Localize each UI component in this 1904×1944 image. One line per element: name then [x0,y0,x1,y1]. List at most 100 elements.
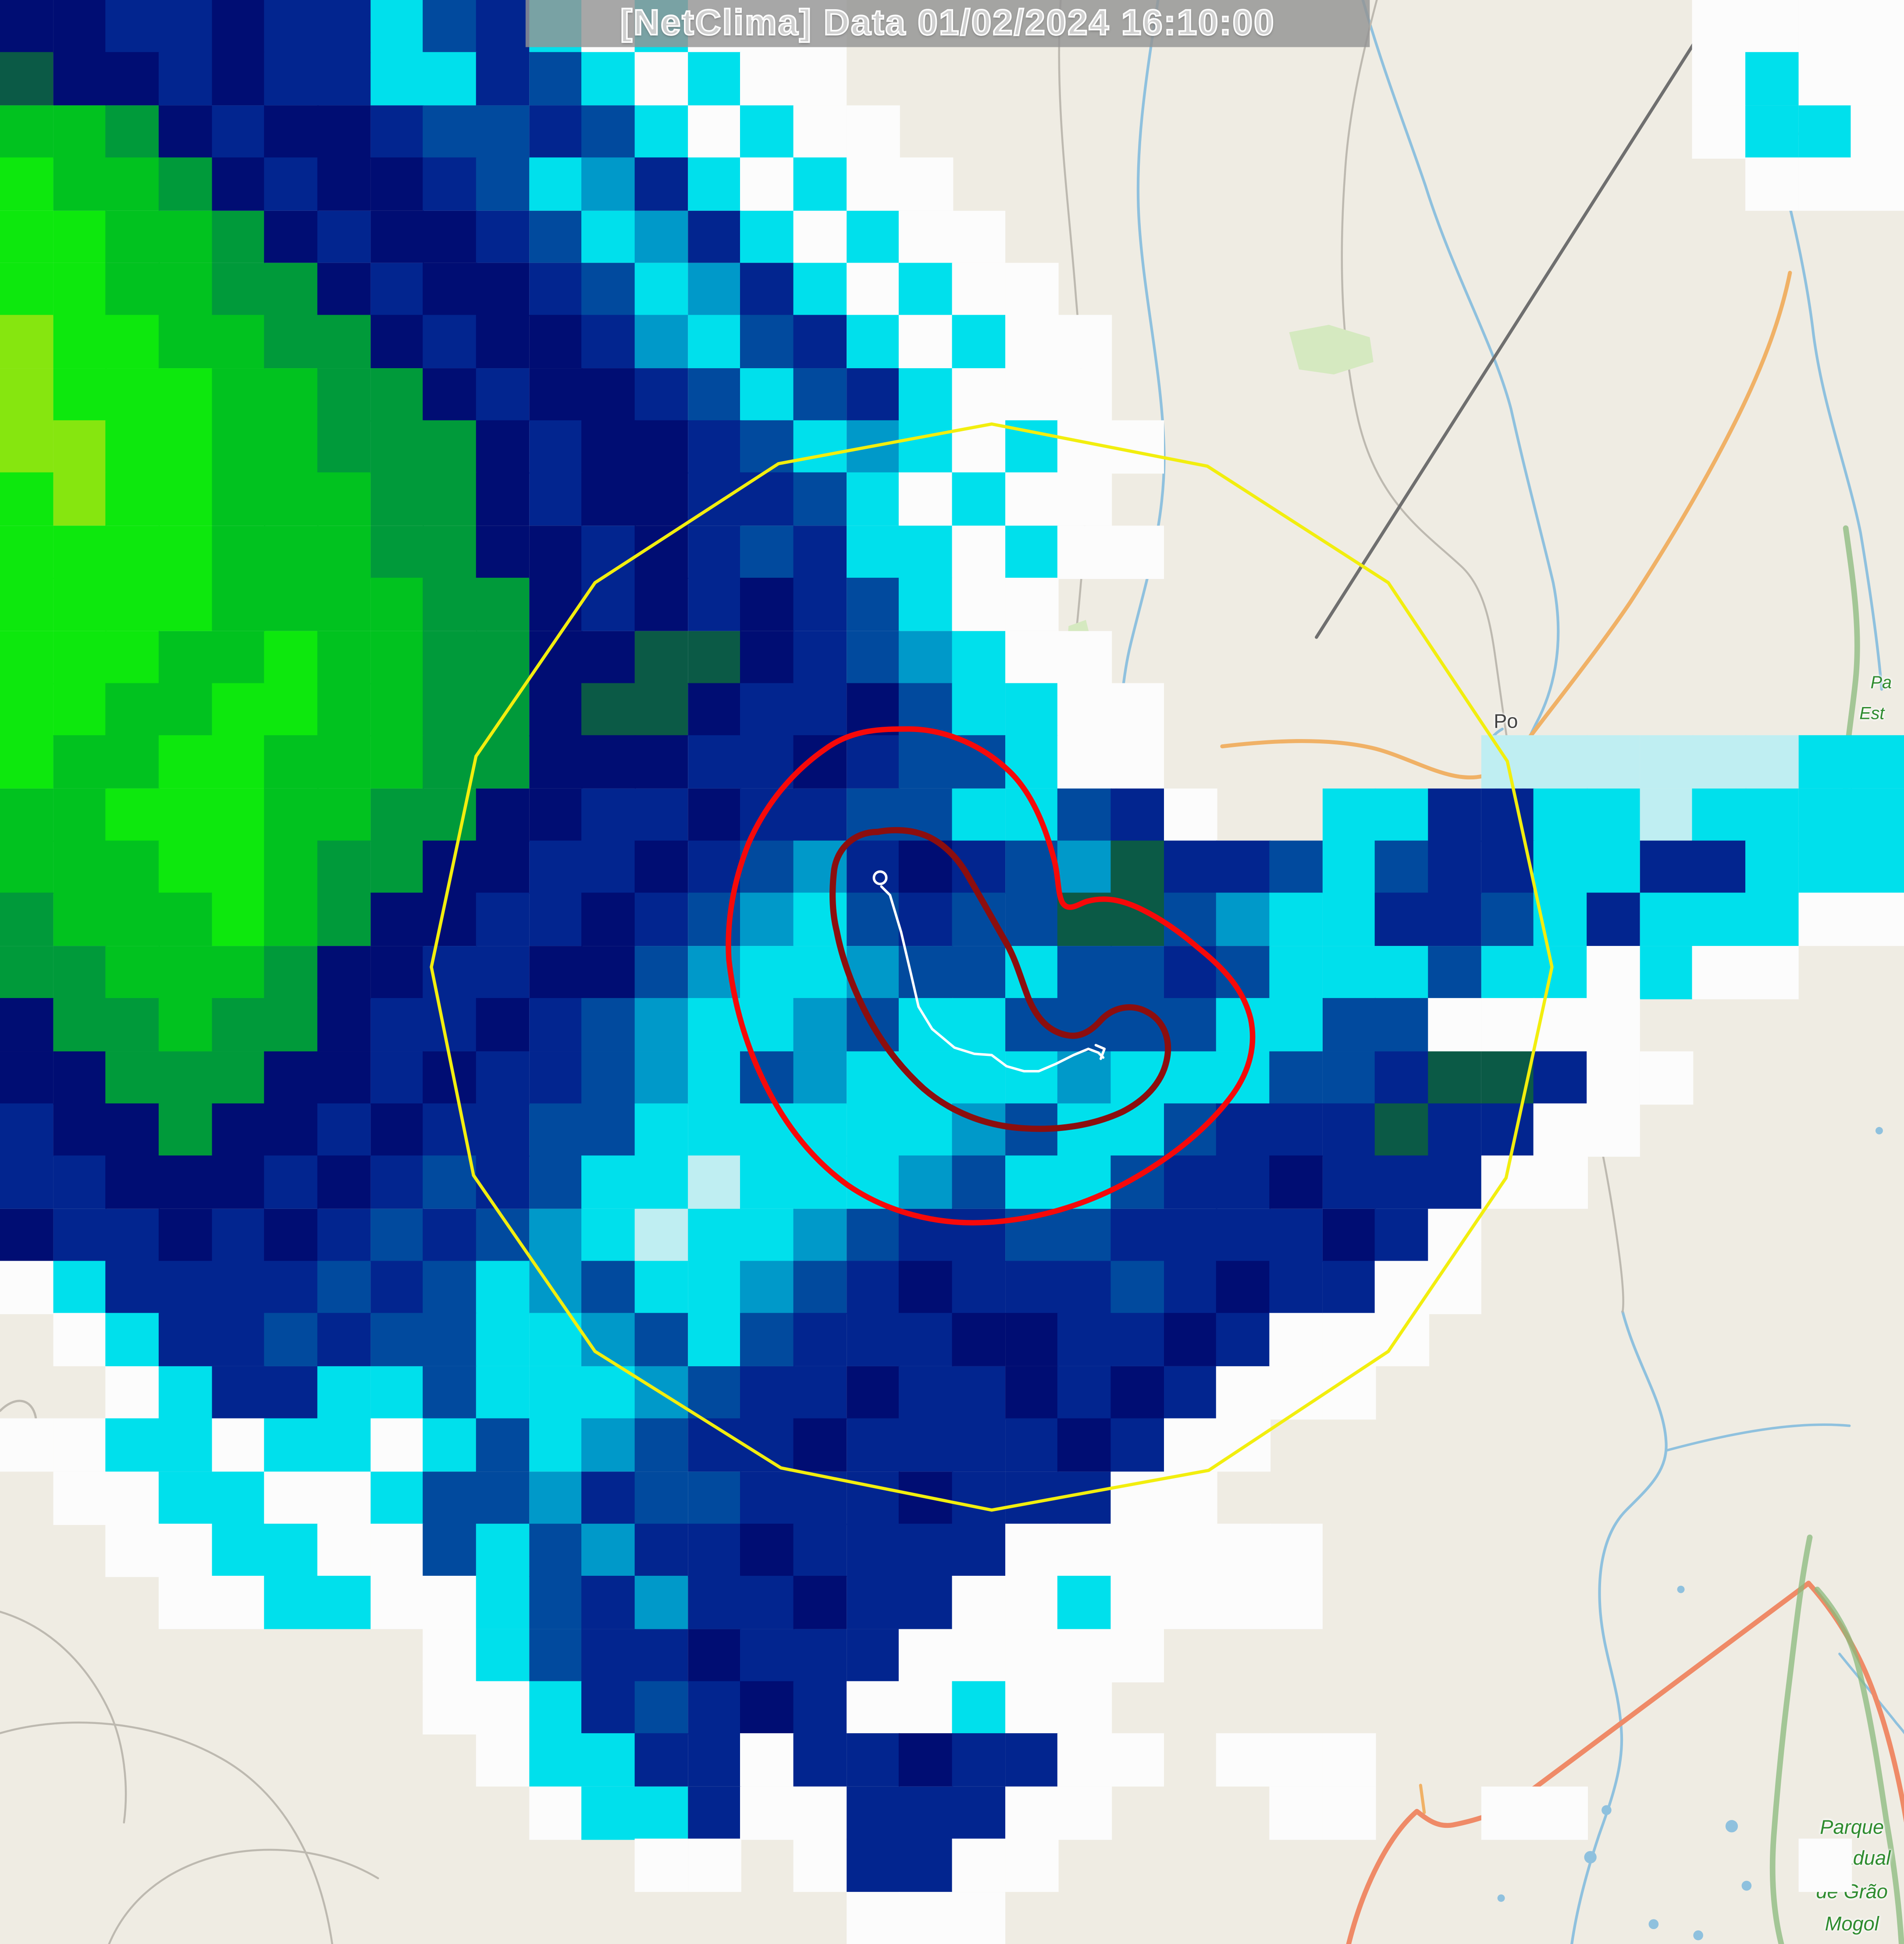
radar-cell [317,945,371,999]
radar-cell [476,1261,530,1315]
radar-cell [158,1261,213,1315]
radar-cell [317,1103,371,1157]
radar-cell [158,210,213,263]
radar-cell [1057,630,1112,684]
radar-cell [582,1366,636,1419]
radar-cell [370,157,424,211]
radar-cell [211,315,265,369]
radar-cell [211,52,265,106]
radar-cell [793,1471,847,1525]
radar-cell [1216,893,1271,947]
radar-cell [0,1155,54,1209]
radar-cell [158,105,213,159]
radar-cell [634,210,688,263]
radar-cell [740,52,794,106]
radar-cell [582,1418,636,1472]
radar-cell [158,52,213,106]
radar-cell [846,1051,900,1104]
radar-cell [1005,1681,1059,1735]
radar-cell [1005,998,1059,1052]
radar-cell [370,840,424,894]
radar-cell [740,1051,794,1104]
radar-cell [106,1208,160,1262]
radar-cell [1005,1313,1059,1367]
radar-cell [1692,893,1746,947]
radar-cell [1057,1155,1112,1209]
radar-cell [634,840,688,894]
radar-cell [211,893,265,947]
radar-cell [740,998,794,1052]
radar-cell [846,1313,900,1367]
radar-cell [582,893,636,947]
radar-cell [846,105,900,159]
radar-cell [0,525,54,579]
radar-cell [1428,840,1482,894]
radar-cell [1164,788,1217,842]
radar-cell [582,1313,636,1367]
radar-cell [158,578,213,632]
radar-cell [106,840,160,894]
radar-cell [1216,1313,1271,1367]
radar-cell [211,1366,265,1419]
radar-cell [634,105,688,159]
radar-cell [1851,52,1904,106]
radar-cell [1005,1051,1059,1104]
radar-cell [1057,840,1112,894]
radar-cell [582,736,636,789]
radar-cell [1587,998,1641,1052]
radar-cell [211,1471,265,1525]
radar-cell [1534,788,1587,842]
radar-cell [529,1103,583,1157]
radar-cell [1005,263,1059,316]
radar-cell [1428,1261,1482,1315]
radar-cell [423,893,477,947]
radar-cell [1057,1366,1112,1419]
radar-cell [476,0,530,53]
radar-cell [0,473,54,526]
radar-cell [634,1576,688,1630]
radar-cell [1110,1313,1164,1367]
radar-cell [158,263,213,316]
radar-cell [370,578,424,632]
radar-cell [687,315,741,369]
radar-cell [1005,945,1059,999]
radar-cell [1375,1051,1429,1104]
radar-cell [1375,1261,1429,1315]
radar-cell [317,1524,371,1577]
radar-cell [1110,1628,1164,1682]
radar-cell [1164,1155,1217,1209]
radar-cell [1110,1418,1164,1472]
radar-cell [158,945,213,999]
radar-cell [687,1208,741,1262]
radar-cell [264,945,318,999]
radar-cell [370,315,424,369]
radar-cell [740,788,794,842]
radar-cell [53,105,107,159]
radar-cell [1322,788,1376,842]
radar-cell [899,1471,953,1525]
radar-cell [529,52,583,106]
radar-cell [0,840,54,894]
radar-cell [53,998,107,1052]
radar-cell [1269,1366,1323,1419]
radar-cell [53,788,107,842]
radar-cell [1110,736,1164,789]
radar-cell [793,420,847,474]
radar-cell [476,630,530,684]
radar-cell [687,1628,741,1682]
radar-cell [846,1576,900,1630]
radar-cell [476,263,530,316]
radar-cell [423,736,477,789]
radar-cell [582,1208,636,1262]
radar-cell [1057,1208,1112,1262]
radar-cell [317,1471,371,1525]
radar-cell [423,1051,477,1104]
radar-cell [793,1313,847,1367]
radar-cell [846,1681,900,1735]
radar-cell [53,1261,107,1315]
radar-cell [1269,1524,1323,1577]
radar-cell [1798,893,1852,947]
radar-cell [899,210,953,263]
radar-cell [687,630,741,684]
